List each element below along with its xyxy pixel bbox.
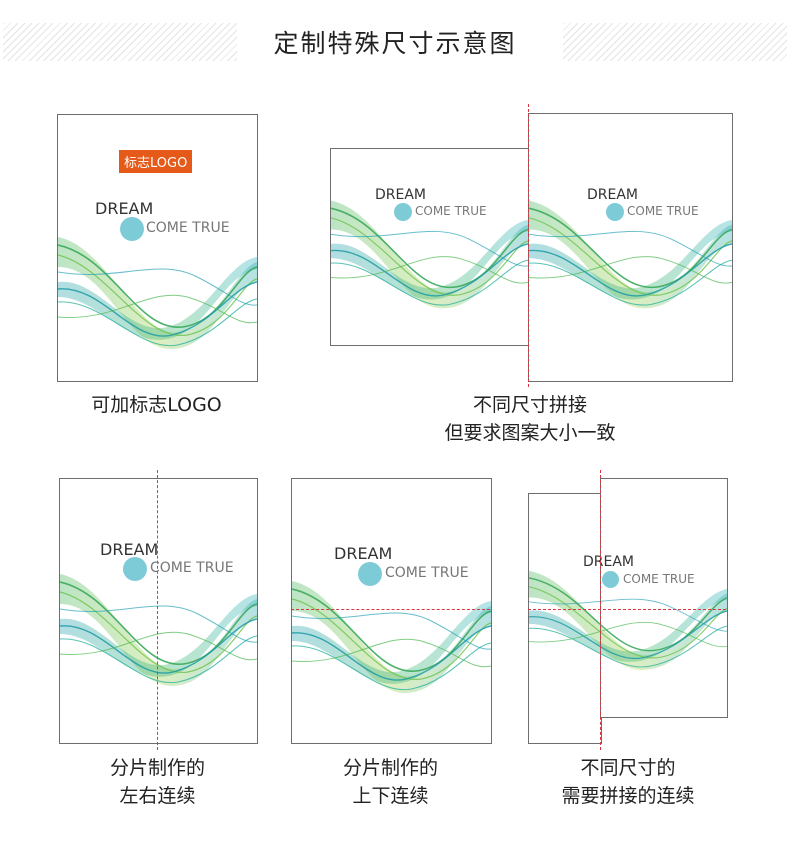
caption-logo-text: 可加标志LOGO: [91, 394, 222, 416]
wave-graphic: [600, 562, 728, 677]
dream-text: DREAM: [334, 544, 393, 563]
logo-badge: 标志LOGO: [119, 150, 193, 173]
dream-dot: [123, 557, 147, 581]
caption-mixed-line2: 需要拼接的连续: [561, 785, 695, 807]
come-true-text: COME TRUE: [150, 560, 234, 576]
caption-logo: 可加标志LOGO: [57, 391, 256, 419]
dream-dot: [602, 571, 619, 588]
dream-text: DREAM: [375, 187, 427, 203]
come-true-text: COME TRUE: [146, 220, 230, 236]
guide-line-vertical: [157, 470, 158, 750]
guide-line-vertical: [528, 104, 529, 387]
wave-graphic: [58, 227, 257, 357]
dream-text: DREAM: [95, 199, 154, 218]
sample-card-up-down: DREAM COME TRUE: [291, 478, 492, 744]
wave-graphic: [331, 191, 528, 316]
caption-mixed-line1: 不同尺寸的: [580, 757, 676, 779]
sample-card-large: DREAM COME TRUE: [528, 113, 733, 382]
header-hatch-left: [3, 23, 237, 61]
wave-graphic: [292, 571, 491, 701]
caption-up-down-line1: 分片制作的: [342, 757, 438, 779]
page-title: 定制特殊尺寸示意图: [273, 29, 517, 58]
caption-left-right-line2: 左右连续: [119, 785, 196, 807]
wave-graphic: [529, 562, 602, 677]
caption-diff-size-line2: 但要求图案大小一致: [444, 422, 616, 444]
guide-line-horizontal: [528, 609, 726, 610]
dream-text: DREAM: [100, 540, 159, 559]
wave-graphic: [60, 564, 257, 694]
sample-card-mixed-right: COME TRUE: [600, 478, 728, 718]
sample-card-small: DREAM COME TRUE: [330, 148, 529, 346]
guide-line-vertical: [600, 470, 601, 750]
guide-line-horizontal: [291, 609, 490, 610]
dream-dot: [394, 203, 412, 221]
sample-card-mixed-left: [528, 493, 602, 744]
dream-dot: [120, 217, 144, 241]
caption-left-right: 分片制作的 左右连续: [59, 754, 256, 810]
come-true-text: COME TRUE: [385, 565, 469, 581]
come-true-text: COME TRUE: [415, 204, 487, 218]
come-true-text: COME TRUE: [627, 204, 699, 218]
caption-mixed: 不同尺寸的 需要拼接的连续: [510, 754, 746, 810]
come-true-text: COME TRUE: [623, 572, 695, 586]
dream-dot: [358, 562, 382, 586]
caption-diff-size: 不同尺寸拼接 但要求图案大小一致: [380, 391, 680, 447]
header-hatch-right: [563, 23, 787, 61]
sample-card-logo: 标志LOGO DREAM COME TRUE: [57, 114, 258, 382]
sample-card-left-right: DREAM COME TRUE: [59, 478, 258, 744]
caption-diff-size-line1: 不同尺寸拼接: [472, 394, 587, 416]
wave-graphic: [529, 191, 732, 316]
caption-up-down-line2: 上下连续: [352, 785, 429, 807]
caption-left-right-line1: 分片制作的: [109, 757, 205, 779]
dream-text: DREAM: [587, 187, 639, 203]
caption-up-down: 分片制作的 上下连续: [291, 754, 490, 810]
dream-text: DREAM: [583, 554, 635, 570]
dream-dot: [606, 203, 624, 221]
